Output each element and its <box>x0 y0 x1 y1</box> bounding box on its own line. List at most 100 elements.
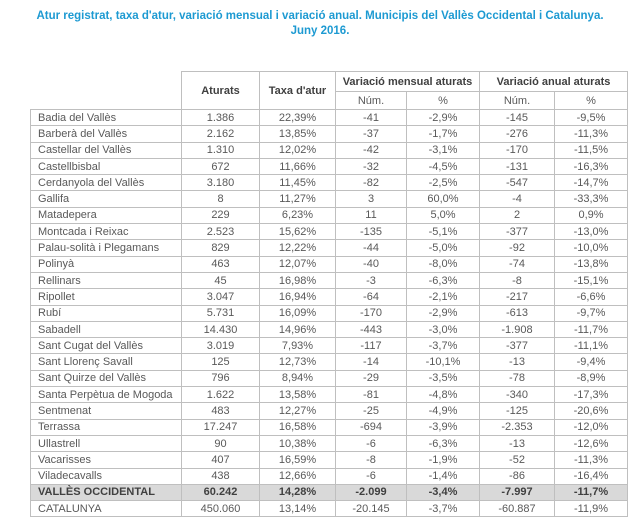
variacio-mensual-num-cell: -29 <box>335 369 407 388</box>
variacio-mensual-num-cell: -6 <box>335 434 407 453</box>
variacio-anual-pct-cell: -15,1% <box>554 271 628 290</box>
table-header: Aturats Taxa d'atur Variació mensual atu… <box>30 71 628 110</box>
municipality-name-cell: Badia del Vallès <box>30 108 182 127</box>
taxa-atur-cell: 14,96% <box>259 320 336 339</box>
municipality-name-cell: CATALUNYA <box>30 500 182 518</box>
variacio-anual-pct-cell: -13,8% <box>554 255 628 273</box>
variacio-anual-num-cell: -86 <box>479 467 555 485</box>
header-row-main: Aturats Taxa d'atur Variació mensual atu… <box>30 71 628 110</box>
table-row: Matadepera 229 6,23% 11 5,0% 2 0,9% <box>30 206 628 225</box>
variacio-anual-num-cell: -92 <box>479 239 555 257</box>
taxa-atur-cell: 22,39% <box>259 108 336 127</box>
variacio-mensual-num-cell: -42 <box>335 141 407 159</box>
variacio-anual-num-cell: -613 <box>479 304 555 322</box>
page-title: Atur registrat, taxa d'atur, variació me… <box>0 0 640 39</box>
taxa-atur-cell: 15,62% <box>259 223 336 241</box>
variacio-mensual-num-cell: -8 <box>335 451 407 469</box>
variacio-mensual-pct-cell: -2,1% <box>406 288 480 306</box>
municipality-name-cell: Sant Cugat del Vallès <box>30 337 182 355</box>
taxa-atur-cell: 16,98% <box>259 271 336 290</box>
aturats-cell: 796 <box>181 369 260 388</box>
municipality-name-cell: Castellar del Vallès <box>30 141 182 159</box>
variacio-mensual-pct-cell: -1,4% <box>406 467 480 485</box>
variacio-anual-pct-cell: -11,7% <box>554 320 628 339</box>
variacio-mensual-pct-cell: -2,9% <box>406 108 480 127</box>
table-row: Vacarisses 407 16,59% -8 -1,9% -52 -11,3… <box>30 451 628 469</box>
variacio-anual-pct-cell: 0,9% <box>554 206 628 225</box>
variacio-mensual-pct-cell: -5,1% <box>406 223 480 241</box>
variacio-anual-pct-cell: -9,4% <box>554 353 628 371</box>
taxa-atur-cell: 7,93% <box>259 337 336 355</box>
table-row: Badia del Vallès 1.386 22,39% -41 -2,9% … <box>30 108 628 127</box>
municipality-name-cell: VALLÈS OCCIDENTAL <box>30 483 182 502</box>
table-row: Sabadell 14.430 14,96% -443 -3,0% -1.908… <box>30 320 628 339</box>
page-title-line2: Juny 2016. <box>290 25 350 37</box>
aturats-cell: 1.622 <box>181 386 260 404</box>
corner-cell <box>30 71 182 110</box>
taxa-atur-cell: 12,22% <box>259 239 336 257</box>
header-aturats: Aturats <box>181 71 260 110</box>
aturats-cell: 2.523 <box>181 223 260 241</box>
variacio-mensual-pct-cell: -6,3% <box>406 271 480 290</box>
municipality-name-cell: Rellinars <box>30 271 182 290</box>
aturats-cell: 407 <box>181 451 260 469</box>
header-mensual-num: Núm. <box>335 91 407 110</box>
municipality-name-cell: Ripollet <box>30 288 182 306</box>
variacio-mensual-pct-cell: -2,9% <box>406 304 480 322</box>
variacio-anual-num-cell: -170 <box>479 141 555 159</box>
aturats-cell: 672 <box>181 157 260 176</box>
variacio-mensual-pct-cell: -2,5% <box>406 174 480 192</box>
aturats-cell: 3.047 <box>181 288 260 306</box>
variacio-mensual-pct-cell: -4,5% <box>406 157 480 176</box>
table-row: Sant Llorenç Savall 125 12,73% -14 -10,1… <box>30 353 628 371</box>
variacio-mensual-pct-cell: -3,7% <box>406 337 480 355</box>
variacio-anual-pct-cell: -10,0% <box>554 239 628 257</box>
variacio-mensual-num-cell: -41 <box>335 108 407 127</box>
municipality-name-cell: Montcada i Reixac <box>30 223 182 241</box>
table-row: Polinyà 463 12,07% -40 -8,0% -74 -13,8% <box>30 255 628 273</box>
variacio-anual-num-cell: -13 <box>479 353 555 371</box>
variacio-anual-pct-cell: -11,9% <box>554 500 628 518</box>
municipality-name-cell: Matadepera <box>30 206 182 225</box>
variacio-mensual-pct-cell: -4,8% <box>406 386 480 404</box>
municipality-name-cell: Polinyà <box>30 255 182 273</box>
municipality-name-cell: Sabadell <box>30 320 182 339</box>
taxa-atur-cell: 12,66% <box>259 467 336 485</box>
variacio-anual-num-cell: -125 <box>479 402 555 420</box>
municipality-name-cell: Cerdanyola del Vallès <box>30 174 182 192</box>
table-row: Santa Perpètua de Mogoda 1.622 13,58% -8… <box>30 386 628 404</box>
variacio-anual-pct-cell: -9,5% <box>554 108 628 127</box>
taxa-atur-cell: 11,45% <box>259 174 336 192</box>
variacio-anual-pct-cell: -11,3% <box>554 451 628 469</box>
variacio-anual-pct-cell: -11,3% <box>554 125 628 143</box>
aturats-cell: 483 <box>181 402 260 420</box>
variacio-mensual-num-cell: -135 <box>335 223 407 241</box>
variacio-mensual-num-cell: -443 <box>335 320 407 339</box>
variacio-mensual-pct-cell: -3,4% <box>406 483 480 502</box>
variacio-mensual-num-cell: -117 <box>335 337 407 355</box>
table-row: Terrassa 17.247 16,58% -694 -3,9% -2.353… <box>30 418 628 436</box>
variacio-anual-num-cell: -276 <box>479 125 555 143</box>
variacio-anual-num-cell: -4 <box>479 190 555 208</box>
variacio-anual-pct-cell: -6,6% <box>554 288 628 306</box>
variacio-mensual-num-cell: -3 <box>335 271 407 290</box>
aturats-cell: 125 <box>181 353 260 371</box>
variacio-anual-pct-cell: -12,0% <box>554 418 628 436</box>
table-row: Sant Cugat del Vallès 3.019 7,93% -117 -… <box>30 337 628 355</box>
variacio-mensual-pct-cell: -3,9% <box>406 418 480 436</box>
variacio-anual-pct-cell: -11,5% <box>554 141 628 159</box>
unemployment-table: Aturats Taxa d'atur Variació mensual atu… <box>30 71 628 518</box>
variacio-anual-num-cell: -547 <box>479 174 555 192</box>
table-body: Badia del Vallès 1.386 22,39% -41 -2,9% … <box>30 108 628 518</box>
variacio-anual-num-cell: -377 <box>479 223 555 241</box>
variacio-mensual-pct-cell: -6,3% <box>406 434 480 453</box>
header-variacio-anual: Variació anual aturats <box>479 71 628 92</box>
taxa-atur-cell: 13,85% <box>259 125 336 143</box>
page-title-line1: Atur registrat, taxa d'atur, variació me… <box>36 10 604 22</box>
municipality-name-cell: Rubí <box>30 304 182 322</box>
variacio-anual-num-cell: -217 <box>479 288 555 306</box>
variacio-mensual-num-cell: -64 <box>335 288 407 306</box>
municipality-name-cell: Vacarisses <box>30 451 182 469</box>
taxa-atur-cell: 12,27% <box>259 402 336 420</box>
aturats-cell: 60.242 <box>181 483 260 502</box>
